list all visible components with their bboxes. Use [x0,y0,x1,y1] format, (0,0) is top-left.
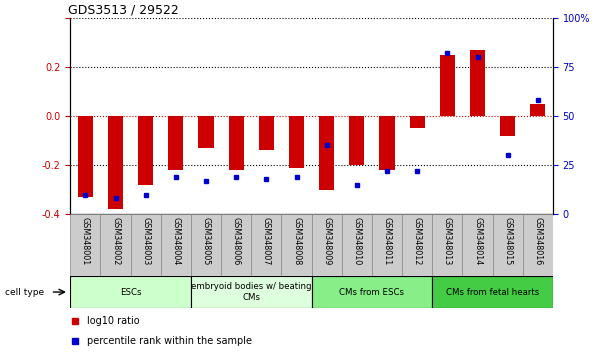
Bar [191,214,221,276]
Text: GSM348002: GSM348002 [111,217,120,265]
Bar [221,214,251,276]
Bar [131,214,161,276]
Bar [312,214,342,276]
Text: GSM348012: GSM348012 [412,217,422,265]
Bar [342,214,372,276]
Bar [282,214,312,276]
Bar [372,214,402,276]
Bar [402,214,433,276]
Text: CMs from ESCs: CMs from ESCs [340,287,404,297]
Bar [78,116,93,197]
Bar [100,214,131,276]
Bar [70,276,191,308]
Text: GSM348010: GSM348010 [353,217,361,265]
Text: GSM348011: GSM348011 [382,217,392,265]
Bar [492,214,523,276]
Bar [138,116,153,185]
Bar [161,214,191,276]
Text: GSM348016: GSM348016 [533,217,543,265]
Text: GSM348005: GSM348005 [202,217,211,265]
Bar [312,276,433,308]
Text: GSM348009: GSM348009 [322,217,331,265]
Bar [319,116,334,190]
Bar [168,116,183,170]
Text: embryoid bodies w/ beating
CMs: embryoid bodies w/ beating CMs [191,282,312,302]
Bar [470,50,485,116]
Bar [523,214,553,276]
Text: ESCs: ESCs [120,287,141,297]
Text: GSM348004: GSM348004 [171,217,180,265]
Text: percentile rank within the sample: percentile rank within the sample [87,336,252,346]
Text: log10 ratio: log10 ratio [87,316,140,326]
Text: GSM348007: GSM348007 [262,217,271,265]
Bar [289,116,304,167]
Bar [433,276,553,308]
Bar [530,104,546,116]
Text: CMs from fetal hearts: CMs from fetal hearts [446,287,540,297]
Bar [259,116,274,150]
Text: GSM348006: GSM348006 [232,217,241,265]
Text: GSM348015: GSM348015 [503,217,512,265]
Text: GSM348013: GSM348013 [443,217,452,265]
Bar [500,116,515,136]
Bar [108,116,123,209]
Text: GDS3513 / 29522: GDS3513 / 29522 [68,4,178,17]
Text: GSM348003: GSM348003 [141,217,150,265]
Bar [251,214,282,276]
Text: GSM348001: GSM348001 [81,217,90,265]
Bar [433,214,463,276]
Bar [409,116,425,128]
Bar [463,214,492,276]
Text: GSM348014: GSM348014 [473,217,482,265]
Text: cell type: cell type [5,287,44,297]
Bar [191,276,312,308]
Bar [349,116,364,165]
Bar [379,116,395,170]
Bar [199,116,214,148]
Bar [70,214,100,276]
Text: GSM348008: GSM348008 [292,217,301,265]
Bar [440,55,455,116]
Bar [229,116,244,170]
